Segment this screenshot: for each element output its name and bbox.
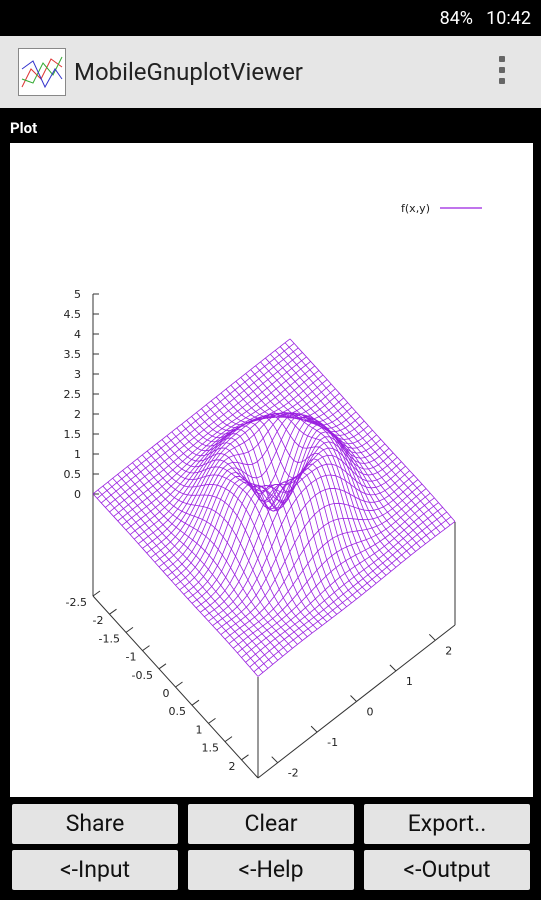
surface-mesh — [129, 379, 328, 535]
surface-mesh — [92, 338, 291, 495]
surface-mesh — [191, 436, 390, 604]
surface-mesh — [200, 447, 398, 613]
app-icon — [18, 48, 66, 96]
legend-label: f(x,y) — [401, 202, 430, 215]
x-tick — [241, 754, 249, 761]
x-tick-label: -1.5 — [99, 632, 120, 645]
button[interactable]: Clear — [188, 804, 354, 844]
y-tick-label: 0 — [367, 706, 374, 719]
x-tick — [92, 590, 101, 597]
surface-mesh — [212, 470, 410, 626]
x-tick — [109, 608, 117, 615]
z-tick-label: 5 — [74, 288, 81, 301]
plot-area: 0 0.5 1 1.5 2 2.5 3 3.5 4 4.5 5 -2.5 -2 -1.5 -1 -0.5 0 0.… — [10, 143, 533, 797]
button[interactable]: <-Help — [188, 850, 354, 890]
x-tick — [125, 626, 134, 633]
app-bar: MobileGnuplotViewer — [0, 36, 541, 108]
x-tick-label: -0.5 — [132, 669, 153, 682]
surface-mesh — [195, 441, 394, 609]
battery: 84% — [439, 8, 473, 29]
x-tick-label: 1.5 — [202, 742, 220, 755]
z-tick-label: 4.5 — [64, 308, 82, 321]
section-label: Plot — [10, 119, 38, 137]
surface-mesh — [257, 521, 456, 677]
z-tick-label: 0.5 — [64, 468, 82, 481]
surface-mesh — [125, 374, 324, 531]
surface-mesh — [204, 454, 402, 618]
z-tick-label: 3.5 — [64, 348, 82, 361]
surface-mesh — [183, 427, 382, 595]
surface-mesh — [134, 383, 332, 540]
button[interactable]: Export.. — [364, 804, 530, 844]
surface-mesh — [101, 347, 299, 504]
z-tick-label: 2 — [74, 408, 81, 421]
z-tick-label: 2.5 — [64, 388, 82, 401]
surface-mesh — [96, 343, 295, 499]
y-tick — [428, 633, 436, 641]
y-tick-label: -1 — [327, 736, 338, 749]
clock: 10:42 — [486, 8, 531, 29]
app-title: MobileGnuplotViewer — [74, 58, 303, 86]
button[interactable]: Share — [12, 804, 178, 844]
plot-svg: 0 0.5 1 1.5 2 2.5 3 3.5 4 4.5 5 -2.5 -2 -1.5 -1 -0.5 0 0.… — [64, 202, 482, 780]
surface-mesh — [249, 511, 447, 668]
surface-mesh — [237, 497, 435, 654]
y-tick — [350, 695, 357, 702]
x-tick — [208, 717, 216, 724]
surface-mesh — [181, 423, 347, 608]
surface-mesh — [230, 384, 397, 568]
x-tick-label: -2.5 — [66, 596, 87, 609]
x-tick — [191, 699, 200, 706]
y-tick — [389, 664, 397, 672]
x-tick-label: 0 — [163, 687, 170, 700]
z-tick-label: 0 — [74, 488, 81, 501]
y-tick-label: -2 — [288, 767, 299, 780]
x-tick-label: 1 — [196, 723, 203, 736]
surface-mesh — [117, 365, 315, 522]
button[interactable]: <-Output — [364, 850, 530, 890]
x-tick-label: -2 — [93, 614, 104, 627]
surface-mesh — [121, 370, 320, 526]
surface-mesh — [232, 492, 431, 649]
surface-mesh — [150, 402, 349, 558]
surface-mesh — [220, 479, 419, 635]
x-tick — [142, 645, 150, 652]
z-tick-label: 1.5 — [64, 428, 82, 441]
surface-mesh — [171, 431, 338, 615]
surface-mesh — [113, 361, 311, 517]
surface-mesh — [138, 388, 336, 545]
x-tick-label: -1 — [126, 651, 137, 664]
x-tick-label: 2 — [229, 760, 236, 773]
surface-mesh — [224, 483, 423, 640]
surface-mesh — [146, 397, 344, 554]
y-tick — [271, 756, 279, 764]
surface-mesh — [109, 356, 307, 513]
y-tick-label: 1 — [406, 675, 413, 688]
surface-mesh — [208, 463, 406, 622]
surface-mesh — [179, 423, 377, 591]
surface-mesh — [228, 488, 427, 644]
z-tick-label: 3 — [74, 368, 81, 381]
y-tick — [310, 725, 318, 733]
surface-mesh — [187, 431, 386, 600]
surface-mesh — [216, 474, 415, 631]
x-tick — [224, 736, 233, 743]
y-tick-label: 2 — [445, 644, 452, 657]
surface-mesh — [250, 369, 416, 552]
x-tick-label: 0.5 — [169, 705, 187, 718]
x-tick — [175, 681, 183, 688]
surface-mesh — [253, 516, 452, 673]
x-tick — [158, 663, 167, 670]
surface-mesh — [245, 506, 443, 663]
overflow-menu[interactable] — [499, 56, 505, 89]
surface-mesh — [175, 421, 373, 586]
surface-mesh — [105, 352, 303, 508]
z-tick-label: 1 — [74, 448, 81, 461]
status-bar: 84% 10:42 — [0, 0, 541, 36]
surface-mesh — [127, 466, 293, 649]
button[interactable]: <-Input — [12, 850, 178, 890]
z-tick-label: 4 — [74, 328, 81, 341]
surface-mesh — [241, 502, 439, 658]
